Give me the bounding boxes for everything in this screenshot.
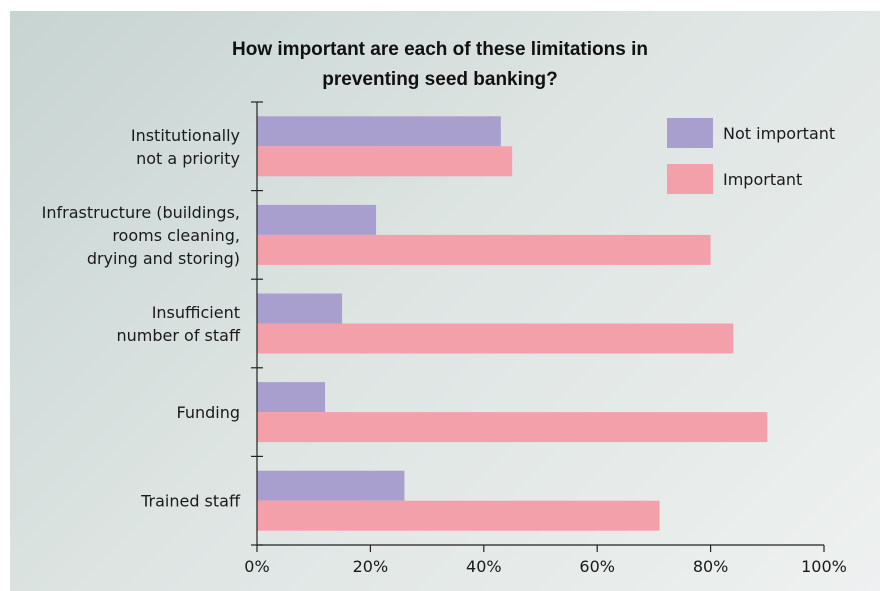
bar-important (257, 500, 660, 531)
bar-not-important (257, 204, 377, 235)
x-tick-label: 80% (693, 557, 729, 576)
x-tick-label: 60% (579, 557, 615, 576)
bar-important (257, 323, 734, 354)
category-label: Trained staff (140, 492, 241, 511)
axes (251, 101, 825, 552)
category-label: number of staff (117, 326, 241, 345)
bar-important (257, 412, 768, 443)
bar-not-important (257, 116, 501, 147)
category-label: rooms cleaning, (112, 226, 240, 245)
x-tick-label: 0% (244, 557, 269, 576)
chart-title-line: How important are each of these limitati… (232, 39, 648, 60)
bars (257, 116, 768, 531)
bar-important (257, 234, 711, 265)
legend-swatch (667, 118, 713, 148)
bar-not-important (257, 382, 326, 413)
chart-title: How important are each of these limitati… (232, 39, 648, 90)
category-labels: Institutionally not a priority Infrastruct… (42, 126, 241, 511)
category-label: Insufficient (152, 303, 240, 322)
x-tick-label: 100% (801, 557, 847, 576)
x-tick-labels: 0% 20% 40% 60% 80% 100% (244, 557, 847, 576)
legend-label: Not important (723, 124, 835, 143)
legend-label: Important (723, 170, 802, 189)
legend-swatch (667, 164, 713, 194)
category-label: drying and storing) (87, 249, 240, 268)
x-tick-label: 20% (353, 557, 389, 576)
category-label: Funding (176, 403, 240, 422)
chart-panel (10, 11, 880, 591)
category-label: Institutionally (131, 126, 240, 145)
bar-not-important (257, 293, 343, 324)
legend: Not important Important (667, 118, 835, 194)
bar-important (257, 146, 513, 177)
chart-title-line: preventing seed banking? (322, 69, 557, 90)
category-label: not a priority (136, 149, 240, 168)
bar-not-important (257, 470, 405, 501)
category-label: Infrastructure (buildings, (42, 203, 240, 222)
x-tick-label: 40% (466, 557, 502, 576)
